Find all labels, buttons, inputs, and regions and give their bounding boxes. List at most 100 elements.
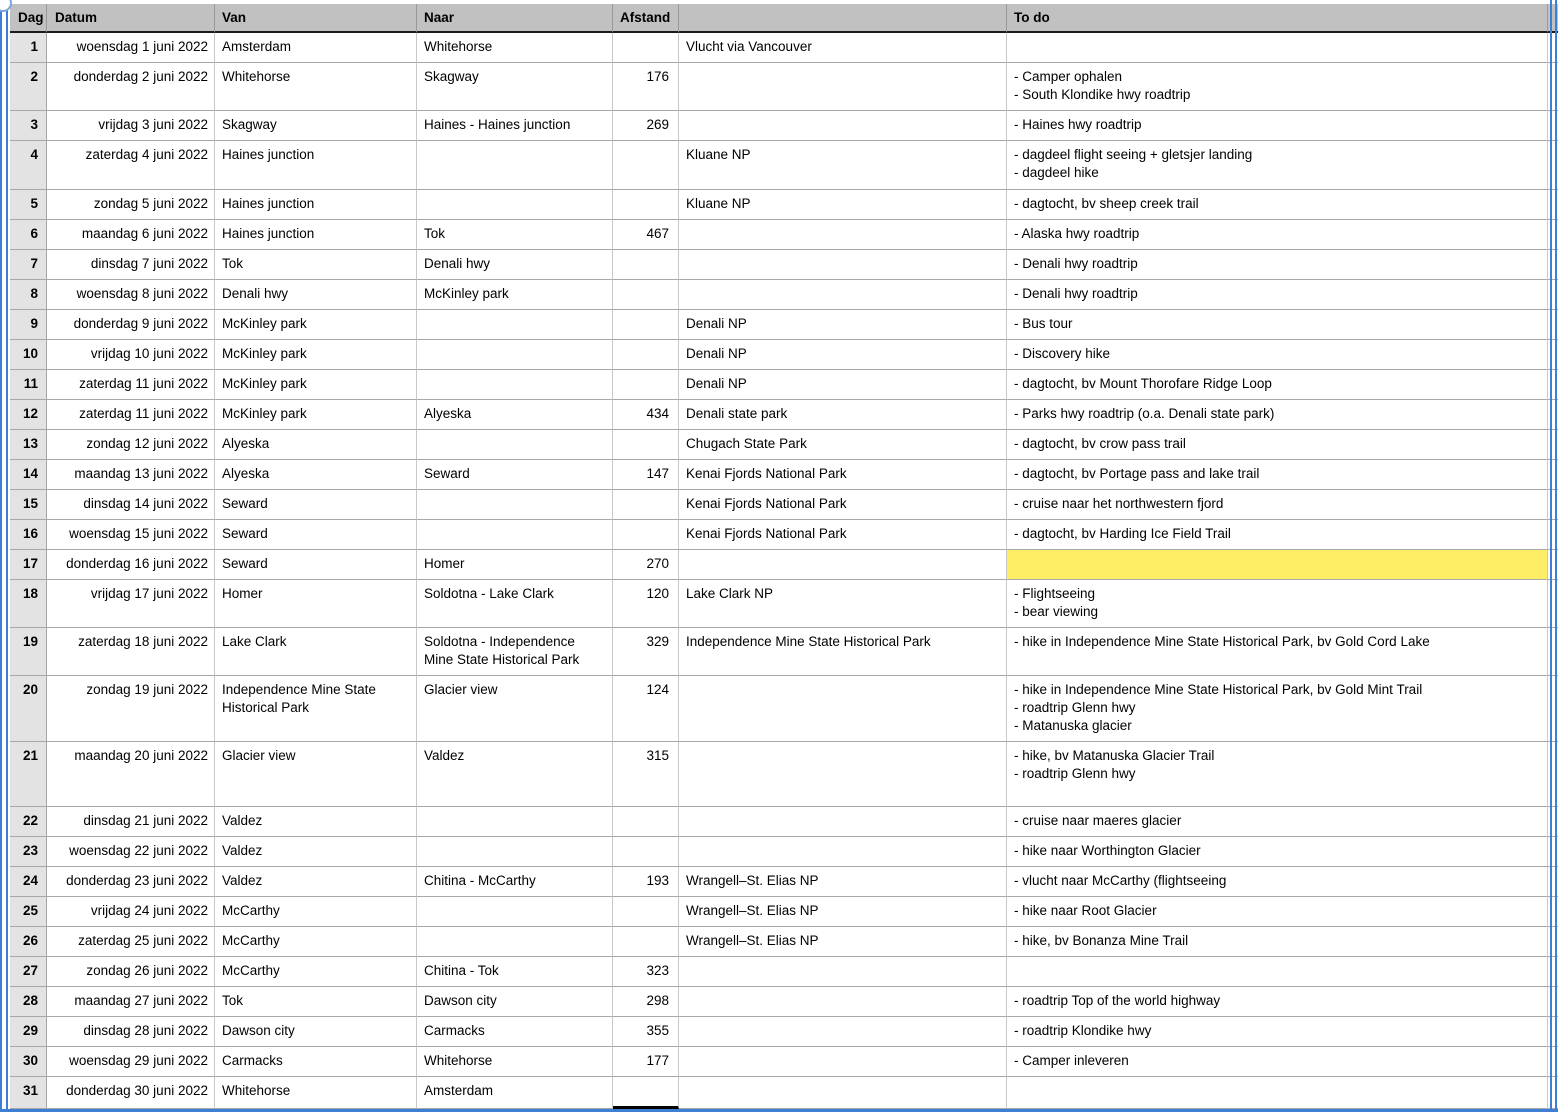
cell-naar[interactable] (417, 490, 613, 520)
cell-afstand[interactable] (613, 250, 679, 280)
cell-dag[interactable]: 7 (10, 250, 47, 280)
cell-park[interactable] (679, 550, 1007, 580)
cell-dag[interactable]: 28 (10, 987, 47, 1017)
cell-datum[interactable]: vrijdag 10 juni 2022 (47, 340, 215, 370)
cell-naar[interactable]: Chitina - Tok (417, 957, 613, 987)
cell-van[interactable]: McCarthy (215, 957, 417, 987)
cell-van[interactable]: Seward (215, 550, 417, 580)
cell-datum[interactable]: zaterdag 4 juni 2022 (47, 141, 215, 190)
cell-park[interactable]: Kluane NP (679, 141, 1007, 190)
cell-park[interactable] (679, 742, 1007, 807)
cell-naar[interactable]: Denali hwy (417, 250, 613, 280)
cell-park[interactable] (679, 676, 1007, 742)
cell-naar[interactable] (417, 370, 613, 400)
selection-border-bottom[interactable] (0, 1109, 1558, 1112)
cell-naar[interactable] (417, 807, 613, 837)
cell-afstand[interactable] (613, 430, 679, 460)
cell-datum[interactable]: dinsdag 28 juni 2022 (47, 1017, 215, 1047)
cell-van[interactable]: McCarthy (215, 927, 417, 957)
cell-dag[interactable]: 4 (10, 141, 47, 190)
cell-park[interactable] (679, 63, 1007, 111)
cell-afstand[interactable] (613, 280, 679, 310)
cell-naar[interactable]: Glacier view (417, 676, 613, 742)
cell-park[interactable]: Kenai Fjords National Park (679, 460, 1007, 490)
cell-van[interactable]: Skagway (215, 111, 417, 141)
cell-naar[interactable]: Valdez (417, 742, 613, 807)
cell-afstand[interactable] (613, 520, 679, 550)
cell-naar[interactable]: Whitehorse (417, 1047, 613, 1077)
cell-afstand[interactable] (613, 897, 679, 927)
cell-dag[interactable]: 14 (10, 460, 47, 490)
cell-park[interactable]: Chugach State Park (679, 430, 1007, 460)
cell-afstand[interactable] (613, 837, 679, 867)
cell-datum[interactable]: zondag 5 juni 2022 (47, 190, 215, 220)
cell-todo[interactable]: - Camper inleveren (1007, 1047, 1548, 1077)
cell-van[interactable]: Independence Mine State Historical Park (215, 676, 417, 742)
cell-naar[interactable] (417, 190, 613, 220)
cell-park[interactable] (679, 807, 1007, 837)
cell-van[interactable]: Haines junction (215, 190, 417, 220)
cell-van[interactable]: Amsterdam (215, 33, 417, 63)
cell-naar[interactable]: Haines - Haines junction (417, 111, 613, 141)
cell-datum[interactable]: donderdag 16 juni 2022 (47, 550, 215, 580)
cell-park[interactable]: Wrangell–St. Elias NP (679, 867, 1007, 897)
cell-park[interactable]: Lake Clark NP (679, 580, 1007, 628)
cell-afstand[interactable]: 323 (613, 957, 679, 987)
cell-todo[interactable]: - Flightseeing - bear viewing (1007, 580, 1548, 628)
cell-van[interactable]: Alyeska (215, 460, 417, 490)
cell-afstand[interactable]: 467 (613, 220, 679, 250)
cell-park[interactable] (679, 220, 1007, 250)
cell-todo[interactable]: - hike, bv Bonanza Mine Trail (1007, 927, 1548, 957)
cell-dag[interactable]: 15 (10, 490, 47, 520)
cell-todo[interactable]: - dagtocht, bv sheep creek trail (1007, 190, 1548, 220)
cell-afstand[interactable] (613, 33, 679, 63)
table-selection-handle[interactable] (0, 0, 12, 12)
cell-afstand[interactable]: 176 (613, 63, 679, 111)
cell-dag[interactable]: 20 (10, 676, 47, 742)
cell-van[interactable]: Seward (215, 520, 417, 550)
cell-dag[interactable]: 29 (10, 1017, 47, 1047)
cell-todo[interactable]: - dagtocht, bv Harding Ice Field Trail (1007, 520, 1548, 550)
cell-datum[interactable]: zaterdag 18 juni 2022 (47, 628, 215, 676)
cell-afstand[interactable] (613, 490, 679, 520)
cell-dag[interactable]: 21 (10, 742, 47, 807)
cell-afstand[interactable]: 270 (613, 550, 679, 580)
cell-afstand[interactable] (613, 1077, 679, 1109)
cell-dag[interactable]: 22 (10, 807, 47, 837)
cell-van[interactable]: Valdez (215, 837, 417, 867)
cell-todo[interactable]: - cruise naar het northwestern fjord (1007, 490, 1548, 520)
cell-naar[interactable]: Amsterdam (417, 1077, 613, 1109)
column-header-naar[interactable]: Naar (417, 4, 613, 33)
cell-datum[interactable]: woensdag 15 juni 2022 (47, 520, 215, 550)
cell-todo[interactable] (1007, 33, 1548, 63)
cell-naar[interactable]: Soldotna - Independence Mine State Histo… (417, 628, 613, 676)
cell-afstand[interactable]: 177 (613, 1047, 679, 1077)
cell-naar[interactable] (417, 310, 613, 340)
cell-park[interactable] (679, 987, 1007, 1017)
cell-afstand[interactable] (613, 190, 679, 220)
cell-van[interactable]: Whitehorse (215, 63, 417, 111)
column-header-park[interactable] (679, 4, 1007, 33)
cell-afstand[interactable]: 329 (613, 628, 679, 676)
cell-todo[interactable]: - hike, bv Matanuska Glacier Trail - roa… (1007, 742, 1548, 807)
cell-afstand[interactable]: 269 (613, 111, 679, 141)
cell-van[interactable]: Whitehorse (215, 1077, 417, 1109)
cell-van[interactable]: Valdez (215, 807, 417, 837)
cell-afstand[interactable]: 124 (613, 676, 679, 742)
cell-dag[interactable]: 5 (10, 190, 47, 220)
cell-datum[interactable]: zaterdag 11 juni 2022 (47, 370, 215, 400)
cell-afstand[interactable] (613, 310, 679, 340)
cell-park[interactable] (679, 250, 1007, 280)
cell-dag[interactable]: 2 (10, 63, 47, 111)
cell-datum[interactable]: zondag 19 juni 2022 (47, 676, 215, 742)
cell-van[interactable]: McKinley park (215, 340, 417, 370)
cell-afstand[interactable] (613, 370, 679, 400)
column-header-dag[interactable]: Dag (10, 4, 47, 33)
cell-dag[interactable]: 12 (10, 400, 47, 430)
cell-dag[interactable]: 19 (10, 628, 47, 676)
cell-datum[interactable]: woensdag 1 juni 2022 (47, 33, 215, 63)
cell-park[interactable] (679, 837, 1007, 867)
cell-datum[interactable]: maandag 27 juni 2022 (47, 987, 215, 1017)
cell-todo[interactable]: - Alaska hwy roadtrip (1007, 220, 1548, 250)
cell-datum[interactable]: woensdag 22 juni 2022 (47, 837, 215, 867)
